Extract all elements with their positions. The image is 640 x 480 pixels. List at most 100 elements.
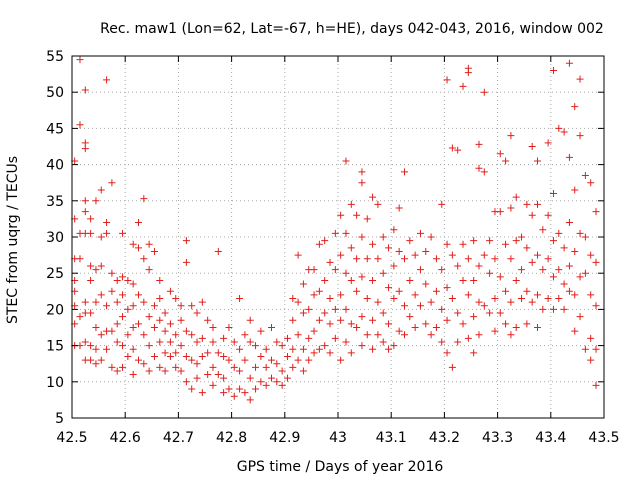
y-tick-label: 35 xyxy=(46,194,64,210)
data-point xyxy=(108,179,116,187)
x-tick-label: 42.9 xyxy=(269,430,300,446)
data-point xyxy=(97,262,105,270)
data-point xyxy=(87,262,95,270)
data-point xyxy=(592,345,600,353)
data-point xyxy=(565,153,573,161)
data-point xyxy=(188,356,196,364)
data-point xyxy=(342,229,350,237)
data-point xyxy=(92,197,100,205)
data-point xyxy=(246,316,254,324)
data-point xyxy=(236,367,244,375)
data-point xyxy=(560,244,568,252)
data-point xyxy=(576,132,584,140)
x-tick-label: 43.1 xyxy=(376,430,407,446)
data-point xyxy=(502,157,510,165)
data-point xyxy=(369,345,377,353)
data-point xyxy=(507,132,515,140)
data-point xyxy=(198,389,206,397)
data-point xyxy=(299,280,307,288)
data-point xyxy=(491,327,499,335)
data-point xyxy=(358,313,366,321)
data-point xyxy=(103,229,111,237)
data-point xyxy=(443,349,451,357)
data-point xyxy=(337,211,345,219)
data-point xyxy=(331,229,339,237)
data-point xyxy=(385,284,393,292)
x-tick-label: 43 xyxy=(329,430,347,446)
data-point xyxy=(103,302,111,310)
data-point xyxy=(278,381,286,389)
data-point xyxy=(416,266,424,274)
data-point xyxy=(246,374,254,382)
data-point xyxy=(432,287,440,295)
data-point xyxy=(432,324,440,331)
data-point xyxy=(369,193,377,201)
data-point xyxy=(315,240,323,248)
data-point xyxy=(438,338,446,346)
data-point xyxy=(97,331,105,339)
data-point xyxy=(528,258,536,266)
x-tick-label: 43.3 xyxy=(482,430,513,446)
data-point xyxy=(145,266,153,274)
data-point xyxy=(470,276,478,284)
data-point xyxy=(422,320,430,328)
data-point xyxy=(177,316,185,324)
data-point xyxy=(299,367,307,375)
data-point xyxy=(119,313,127,321)
data-point xyxy=(305,334,313,342)
data-point xyxy=(92,298,100,306)
data-point xyxy=(108,269,116,277)
data-point xyxy=(321,309,329,317)
data-point xyxy=(337,356,345,364)
data-point xyxy=(172,349,180,357)
data-point xyxy=(390,295,398,303)
data-point xyxy=(310,327,318,335)
data-point xyxy=(273,360,281,368)
data-point xyxy=(512,193,520,201)
data-point xyxy=(310,349,318,357)
data-point xyxy=(315,316,323,324)
data-point xyxy=(140,255,148,263)
y-tick-label: 50 xyxy=(46,85,64,101)
data-point xyxy=(289,345,297,353)
y-axis-label: STEC from uqrg / TECUs xyxy=(5,156,21,324)
data-point xyxy=(87,229,95,237)
y-tick-labels: 5 10 15 20 25 30 35 40 45 50 55 xyxy=(46,49,64,427)
data-point xyxy=(97,233,105,241)
data-point xyxy=(97,356,105,364)
data-point xyxy=(401,302,408,310)
data-point xyxy=(459,276,467,284)
data-point xyxy=(395,247,403,255)
data-point xyxy=(76,313,84,321)
data-point xyxy=(363,295,371,303)
data-point xyxy=(161,309,169,317)
data-point xyxy=(342,269,350,277)
data-point xyxy=(113,276,121,284)
data-point xyxy=(124,305,132,313)
data-point xyxy=(81,197,89,205)
data-point xyxy=(230,392,238,400)
data-point xyxy=(491,255,499,263)
data-point xyxy=(331,305,339,313)
data-point xyxy=(135,291,142,299)
x-tick-label: 42.8 xyxy=(216,430,247,446)
data-point xyxy=(480,302,488,310)
y-tick-label: 25 xyxy=(46,266,64,282)
data-point xyxy=(87,215,95,223)
data-point xyxy=(528,298,536,306)
data-point xyxy=(385,345,393,353)
data-point xyxy=(172,295,180,303)
data-point xyxy=(534,157,541,165)
data-point xyxy=(236,295,244,303)
data-point xyxy=(81,86,89,94)
data-point xyxy=(145,342,153,350)
data-point xyxy=(204,349,212,357)
data-point xyxy=(209,363,217,371)
data-point xyxy=(129,371,137,379)
data-point xyxy=(182,352,190,360)
data-point xyxy=(411,324,419,331)
data-point xyxy=(129,280,137,288)
data-point xyxy=(326,320,334,328)
data-point xyxy=(108,363,116,371)
y-tick-label: 5 xyxy=(55,411,64,427)
